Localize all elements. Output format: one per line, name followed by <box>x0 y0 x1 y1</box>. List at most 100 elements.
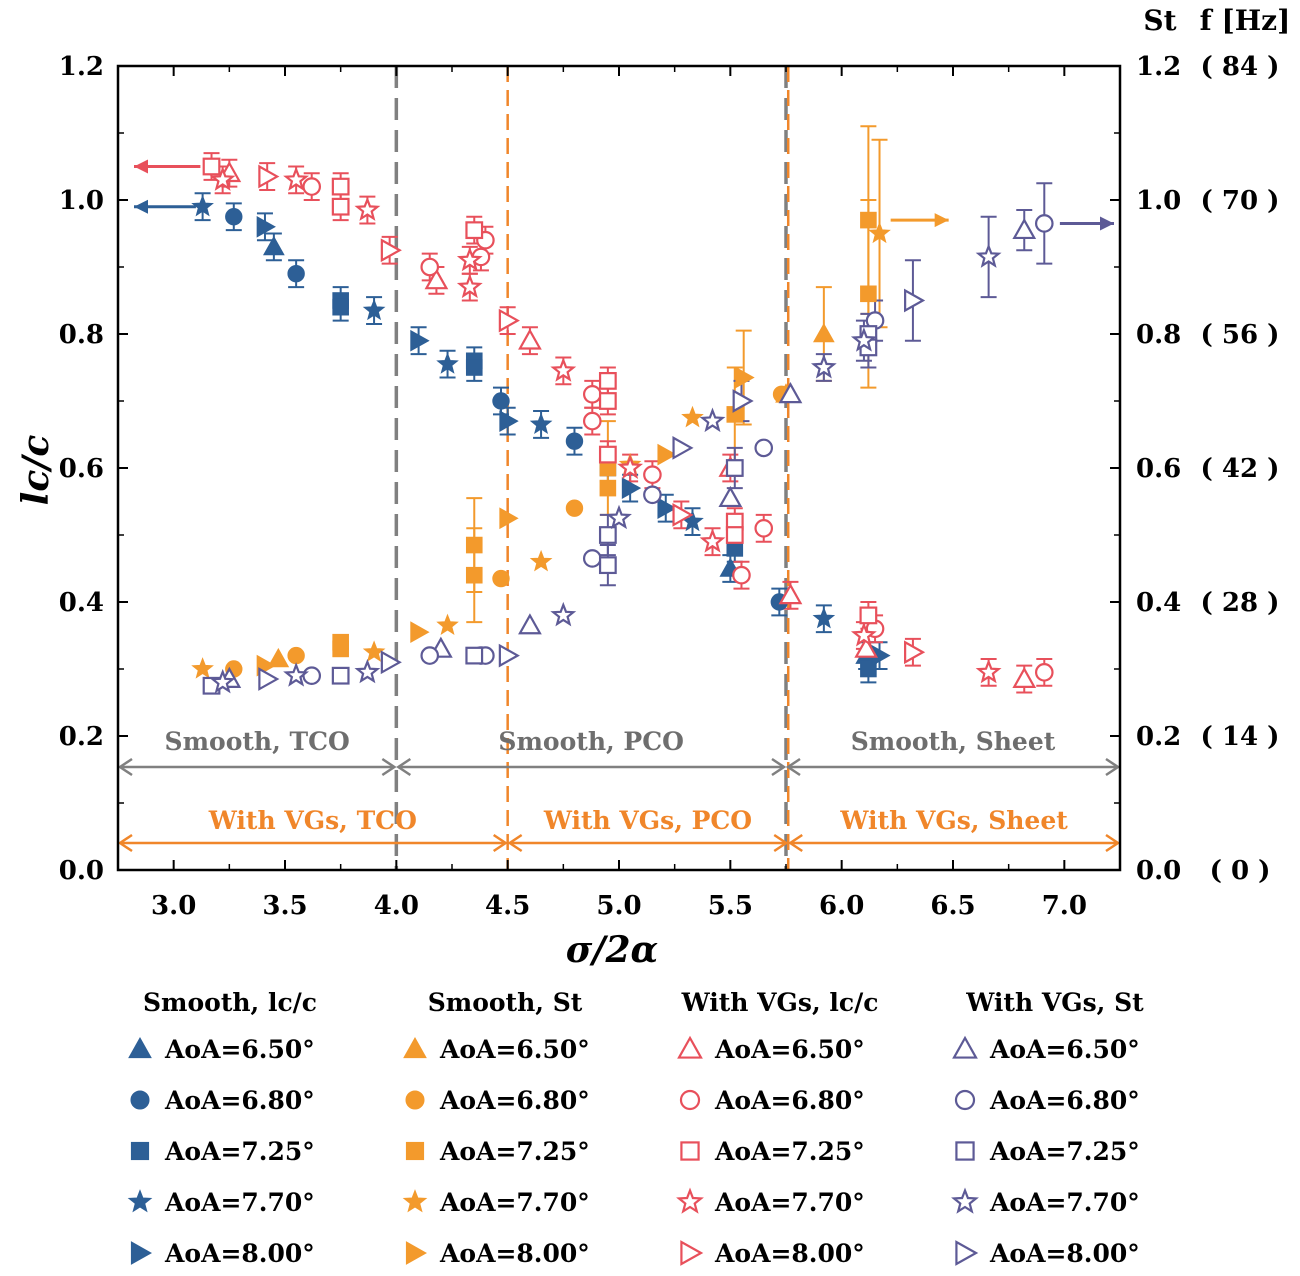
vg-region-label: With VGs, PCO <box>543 806 752 835</box>
data-point <box>754 438 774 458</box>
data-point <box>209 668 236 694</box>
axis-arrows <box>134 159 1114 231</box>
legend-label: AoA=7.25° <box>164 1137 315 1166</box>
legend-marker <box>128 1036 152 1059</box>
data-point <box>354 658 381 684</box>
data-point <box>1012 666 1037 688</box>
data-point <box>643 465 662 484</box>
data-point <box>332 298 349 316</box>
legend-marker <box>130 1141 150 1161</box>
data-point <box>550 601 577 627</box>
legend-label: AoA=7.25° <box>439 1137 590 1166</box>
data-point <box>1034 214 1054 233</box>
region-boundaries: Smooth, TCO With VGs, TCO Smooth, PCO With … <box>117 66 1121 870</box>
y-tick-label: 0.0 <box>59 856 104 886</box>
legend-label: AoA=7.70° <box>989 1188 1140 1217</box>
y-tick-label: 0.2 <box>59 722 104 752</box>
x-tick-label: 6.0 <box>819 891 864 921</box>
data-point <box>860 211 877 229</box>
data-point <box>498 643 520 668</box>
data-point <box>380 238 402 263</box>
data-point <box>256 215 276 238</box>
x-tick-label: 3.0 <box>151 891 196 921</box>
data-point <box>681 405 704 428</box>
data-point <box>492 569 510 588</box>
legend-marker <box>127 1189 153 1213</box>
legend-label: AoA=6.50° <box>989 1035 1140 1064</box>
data-point <box>225 208 243 226</box>
data-point <box>465 566 483 584</box>
legend: Smooth, lc/c AoA=6.50° AoA=6.80° AoA=7.25° A… <box>127 988 1144 1268</box>
y2-st-tick-label: 0.6 <box>1136 454 1181 484</box>
legend-marker <box>680 1240 704 1266</box>
data-point <box>565 499 584 517</box>
y-axis-title: lc/c <box>15 435 57 506</box>
legend-marker <box>951 1187 979 1214</box>
left-axis-arrow <box>134 159 201 174</box>
x-tick-label: 7.0 <box>1042 891 1087 921</box>
y2-f-tick-label: ( 42 ) <box>1201 454 1280 484</box>
legend-label: AoA=6.80° <box>714 1086 865 1115</box>
data-point <box>332 640 349 658</box>
data-point <box>854 636 879 658</box>
data-point <box>302 177 322 196</box>
data-point <box>778 583 803 605</box>
data-point <box>598 392 617 410</box>
data-point <box>975 658 1002 684</box>
data-point <box>436 613 459 636</box>
smooth-region-arrow <box>117 757 397 777</box>
x-tick-label: 4.0 <box>374 891 419 921</box>
data-point <box>718 485 743 508</box>
data-point <box>209 166 236 191</box>
legend-label: AoA=6.80° <box>989 1086 1140 1115</box>
data-point <box>354 196 381 221</box>
y2-f-tick-label: ( 14 ) <box>1201 722 1280 752</box>
legend-marker <box>405 1241 428 1265</box>
x-tick-label: 5.0 <box>596 891 641 921</box>
data-point <box>859 606 878 625</box>
y2-st-tick-label: 1.2 <box>1136 52 1181 82</box>
y-tick-label: 0.6 <box>59 454 104 484</box>
x-tick-label: 3.5 <box>262 891 307 921</box>
data-point <box>529 549 553 572</box>
legend-label: AoA=6.80° <box>164 1086 315 1115</box>
data-point <box>518 613 542 635</box>
legend-label: AoA=7.70° <box>439 1188 590 1217</box>
smooth-region-label: Smooth, TCO <box>165 727 350 756</box>
y-tick-label: 1.0 <box>59 186 104 216</box>
x-axis-title: σ/2α <box>566 929 658 971</box>
data-point <box>778 382 803 404</box>
data-point <box>565 432 584 450</box>
data-point <box>287 646 305 665</box>
data-point <box>302 666 322 685</box>
data-point <box>283 662 310 687</box>
data-point <box>598 526 617 544</box>
y2-st-tick-label: 1.0 <box>1136 186 1181 216</box>
legend-group-title: Smooth, St <box>428 988 583 1017</box>
data-point <box>456 273 483 299</box>
legend-marker <box>130 1090 150 1110</box>
y2-f-tick-label: ( 56 ) <box>1201 320 1280 350</box>
data-point <box>699 528 726 553</box>
legend-marker <box>955 1240 979 1266</box>
data-point <box>868 221 891 244</box>
data-point <box>529 412 553 435</box>
legend-marker <box>405 1141 425 1161</box>
legend-label: AoA=8.00° <box>989 1239 1140 1268</box>
y-tick-label: 1.2 <box>59 52 104 82</box>
data-point <box>267 647 290 668</box>
data-point <box>904 640 926 665</box>
x-tick-label: 4.5 <box>485 891 530 921</box>
legend-marker <box>954 1089 976 1111</box>
right-axis-arrow <box>1059 216 1114 231</box>
data-point <box>410 621 430 644</box>
y2-st-tick-label: 0.4 <box>1136 588 1181 618</box>
legend-label: AoA=8.00° <box>164 1239 315 1268</box>
data-point <box>331 197 350 216</box>
data-points <box>191 157 1054 695</box>
legend-marker <box>403 1036 427 1059</box>
data-point <box>812 606 836 629</box>
legend-marker <box>402 1189 428 1213</box>
data-point <box>498 308 520 333</box>
smooth-region-arrow <box>785 757 1121 777</box>
